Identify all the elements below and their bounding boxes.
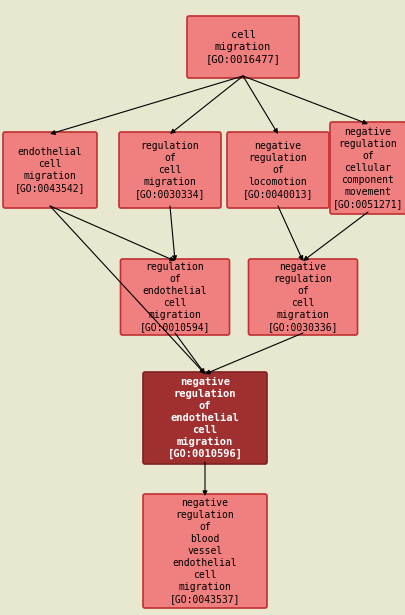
FancyBboxPatch shape [330, 122, 405, 214]
Text: cell
migration
[GO:0016477]: cell migration [GO:0016477] [205, 30, 281, 64]
FancyBboxPatch shape [187, 16, 299, 78]
FancyBboxPatch shape [143, 494, 267, 608]
Text: negative
regulation
of
cellular
component
movement
[GO:0051271]: negative regulation of cellular componen… [333, 127, 403, 209]
Text: regulation
of
endothelial
cell
migration
[GO:0010594]: regulation of endothelial cell migration… [140, 262, 210, 332]
Text: negative
regulation
of
blood
vessel
endothelial
cell
migration
[GO:0043537]: negative regulation of blood vessel endo… [170, 498, 240, 604]
FancyBboxPatch shape [121, 259, 230, 335]
FancyBboxPatch shape [249, 259, 358, 335]
Text: negative
regulation
of
endothelial
cell
migration
[GO:0010596]: negative regulation of endothelial cell … [168, 377, 243, 459]
Text: negative
regulation
of
cell
migration
[GO:0030336]: negative regulation of cell migration [G… [268, 262, 338, 332]
Text: endothelial
cell
migration
[GO:0043542]: endothelial cell migration [GO:0043542] [15, 147, 85, 193]
Text: negative
regulation
of
locomotion
[GO:0040013]: negative regulation of locomotion [GO:00… [243, 141, 313, 199]
FancyBboxPatch shape [143, 372, 267, 464]
Text: regulation
of
cell
migration
[GO:0030334]: regulation of cell migration [GO:0030334… [135, 141, 205, 199]
FancyBboxPatch shape [3, 132, 97, 208]
FancyBboxPatch shape [227, 132, 329, 208]
FancyBboxPatch shape [119, 132, 221, 208]
